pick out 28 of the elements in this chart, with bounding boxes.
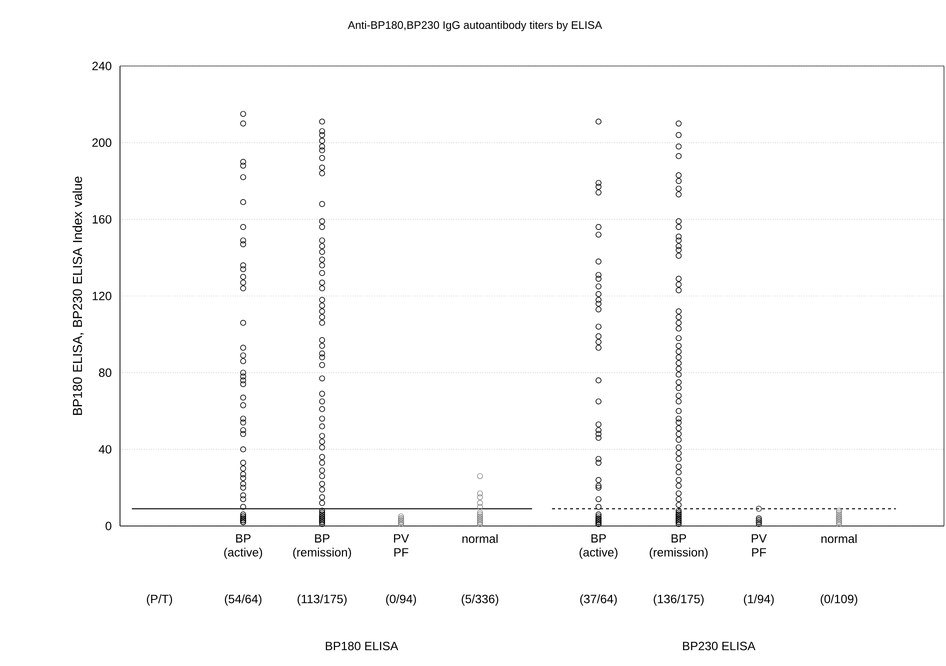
x-axis-title: BP180 ELISA [326,642,398,650]
text: (37/64) [580,594,617,606]
text: (136/175) [654,594,704,606]
y-tick-label: 40 [98,445,112,454]
text: (5/336) [462,594,498,606]
y-axis-title: BP180 ELISA, BP230 ELISA Index value [72,176,84,415]
text: (0/94) [386,594,416,606]
text: (0/109) [820,594,858,606]
text: (54/64) [224,594,262,606]
x-tick-label: BP (active) [224,534,262,559]
text: (P/T) [146,594,172,606]
x-tick-label: PV PF [752,534,767,556]
text: (1/94) [744,594,774,606]
y-tick-label: 200 [92,138,112,147]
chart-title: Anti-BP180,BP230 IgG autoantibody titers by ELISA [348,20,602,32]
y-tick-label: 160 [92,215,112,224]
x-tick-label: BP (remission) [293,534,352,559]
x-tick-label: normal [821,534,857,543]
y-tick-label: 240 [92,62,112,70]
y-tick-label: 0 [106,522,112,530]
x-tick-label: PV PF [394,534,410,556]
x-tick-label: BP (remission) [650,534,708,559]
text: (113/175) [298,594,347,606]
x-tick-label: BP (active) [580,534,618,559]
y-tick-label: 80 [98,368,112,377]
x-tick-label: normal [462,534,498,543]
x-axis-title: BP230 ELISA [683,642,756,650]
y-tick-label: 120 [92,292,112,300]
